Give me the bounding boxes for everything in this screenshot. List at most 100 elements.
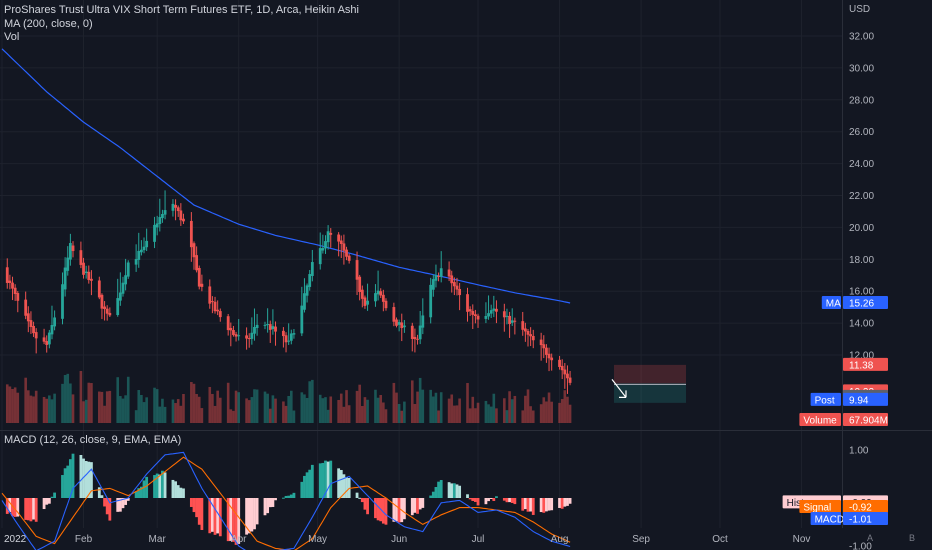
candle-body[interactable] — [416, 338, 419, 340]
candle-body[interactable] — [100, 294, 104, 309]
candle-body[interactable] — [550, 357, 554, 361]
candle-body[interactable] — [526, 330, 530, 335]
candle-body[interactable] — [508, 315, 511, 325]
auto-scale-button[interactable]: A — [866, 533, 873, 543]
candle-body[interactable] — [16, 293, 20, 301]
log-scale-button[interactable]: B — [908, 533, 915, 543]
candle-body[interactable] — [568, 377, 572, 383]
candle-body[interactable] — [216, 309, 220, 312]
candle-body[interactable] — [513, 320, 517, 322]
candle-body[interactable] — [171, 203, 175, 211]
candle-body[interactable] — [287, 340, 291, 342]
candle-body[interactable] — [26, 313, 30, 322]
candle-body[interactable] — [97, 280, 101, 298]
candle-body[interactable] — [505, 315, 509, 317]
candle-body[interactable] — [87, 271, 91, 281]
candle-body[interactable] — [529, 334, 533, 337]
candle-body[interactable] — [476, 315, 480, 320]
candle-body[interactable] — [366, 300, 369, 305]
candle-body[interactable] — [326, 231, 330, 243]
candle-body[interactable] — [213, 301, 217, 312]
candle-body[interactable] — [466, 294, 469, 312]
candle-body[interactable] — [8, 280, 12, 283]
candle-body[interactable] — [13, 287, 17, 294]
candle-body[interactable] — [182, 218, 185, 222]
candle-body[interactable] — [195, 255, 199, 271]
candle-body[interactable] — [292, 333, 296, 335]
candle-body[interactable] — [250, 332, 254, 339]
candle-body[interactable] — [305, 285, 309, 296]
candle-body[interactable] — [300, 305, 304, 334]
candle-body[interactable] — [137, 250, 141, 260]
candle-body[interactable] — [318, 248, 322, 265]
candle-body[interactable] — [347, 255, 351, 261]
candle-body[interactable] — [237, 335, 241, 337]
candle-body[interactable] — [71, 245, 75, 252]
candle-body[interactable] — [474, 314, 477, 317]
candle-body[interactable] — [271, 326, 275, 330]
candle-body[interactable] — [531, 335, 535, 341]
candle-body[interactable] — [539, 339, 543, 346]
candle-body[interactable] — [418, 325, 422, 340]
candle-body[interactable] — [266, 323, 270, 325]
candle-body[interactable] — [118, 292, 122, 301]
candle-body[interactable] — [61, 284, 64, 319]
candle-body[interactable] — [163, 210, 167, 215]
candle-body[interactable] — [523, 328, 527, 332]
candle-body[interactable] — [303, 293, 306, 310]
candle-body[interactable] — [66, 257, 70, 271]
candle-body[interactable] — [126, 262, 130, 277]
candle-body[interactable] — [253, 327, 256, 334]
candle-body[interactable] — [289, 333, 293, 341]
candle-body[interactable] — [284, 335, 288, 343]
candle-body[interactable] — [45, 341, 49, 345]
candle-body[interactable] — [90, 278, 93, 281]
candle-body[interactable] — [452, 282, 456, 287]
candle-body[interactable] — [53, 317, 56, 327]
candle-body[interactable] — [324, 241, 327, 249]
candle-body[interactable] — [218, 311, 222, 318]
candle-body[interactable] — [200, 283, 204, 287]
candle-body[interactable] — [558, 359, 561, 367]
candle-body[interactable] — [82, 262, 85, 275]
candle-body[interactable] — [268, 324, 272, 330]
candle-body[interactable] — [566, 373, 569, 379]
candle-body[interactable] — [47, 332, 51, 345]
candle-body[interactable] — [495, 308, 498, 312]
candle-body[interactable] — [384, 300, 388, 309]
candle-body[interactable] — [360, 289, 364, 299]
vol-legend[interactable]: Vol — [4, 31, 20, 43]
candle-body[interactable] — [487, 313, 490, 317]
candle-body[interactable] — [79, 250, 83, 265]
candle-body[interactable] — [337, 234, 341, 242]
candle-body[interactable] — [189, 220, 193, 248]
candle-body[interactable] — [282, 330, 285, 337]
candle-body[interactable] — [355, 260, 359, 280]
candle-body[interactable] — [232, 330, 235, 335]
candle-body[interactable] — [29, 320, 33, 327]
macd-axis[interactable]: 1.00 -1.00 — [849, 446, 872, 550]
candle-body[interactable] — [400, 322, 404, 329]
time-axis[interactable]: 2022 Feb Mar Apr May Jun Jul Aug Sep Oct Nov — [4, 534, 810, 545]
candle-body[interactable] — [121, 282, 125, 294]
candle-body[interactable] — [547, 353, 551, 359]
candle-body[interactable] — [68, 243, 72, 260]
candle-body[interactable] — [84, 271, 88, 273]
candle-body[interactable] — [42, 337, 46, 342]
candle-body[interactable] — [263, 324, 267, 326]
candle-body[interactable] — [402, 325, 406, 328]
candle-body[interactable] — [11, 282, 14, 289]
candle-body[interactable] — [563, 369, 567, 375]
candle-body[interactable] — [179, 210, 183, 221]
candle-body[interactable] — [274, 326, 277, 332]
candle-body[interactable] — [24, 299, 28, 316]
candle-body[interactable] — [124, 275, 128, 285]
candle-body[interactable] — [468, 309, 472, 312]
ma-legend[interactable]: MA (200, close, 0) — [4, 18, 93, 30]
candle-body[interactable] — [321, 248, 325, 251]
candle-body[interactable] — [229, 327, 233, 331]
candle-body[interactable] — [32, 325, 35, 334]
candle-body[interactable] — [542, 344, 546, 349]
candle-body[interactable] — [174, 204, 177, 208]
